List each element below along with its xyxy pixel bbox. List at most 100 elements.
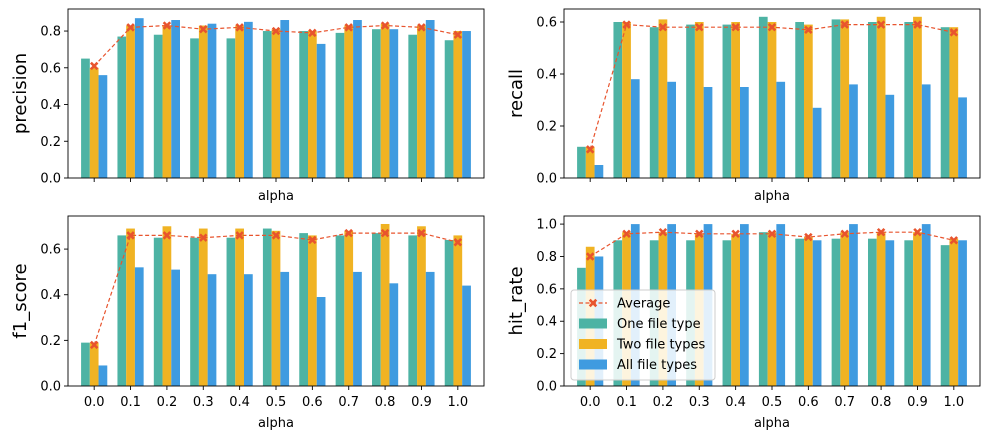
x-tick-label: 0.7 — [834, 395, 855, 410]
bar-all-file-types-0.2 — [171, 269, 180, 386]
y-axis-label: hit_rate — [506, 266, 527, 335]
average-marker-0.0 — [89, 61, 99, 71]
x-tick-label: 0.0 — [580, 395, 601, 410]
bar-two-file-types-1.0 — [453, 235, 463, 386]
legend-swatch-all-file-types — [579, 359, 607, 370]
x-tick-label: 0.1 — [120, 395, 141, 410]
bar-one-file-type-0.6 — [299, 31, 308, 178]
average-marker-0.9 — [417, 228, 426, 238]
bar-two-file-types-0.0 — [89, 342, 99, 386]
bar-one-file-type-0.5 — [262, 228, 272, 386]
y-tick-label: 0.6 — [40, 61, 61, 76]
bar-two-file-types-0.7 — [840, 19, 850, 179]
legend-label: One file type — [617, 317, 701, 332]
bar-all-file-types-1.0 — [462, 31, 471, 178]
bar-two-file-types-0.8 — [380, 23, 390, 179]
bar-all-file-types-0.5 — [280, 20, 290, 178]
x-tick-label: 0.2 — [157, 395, 178, 410]
bar-two-file-types-0.9 — [913, 16, 922, 178]
bar-two-file-types-0.7 — [344, 230, 354, 386]
x-tick-label: 0.0 — [84, 395, 105, 410]
bar-one-file-type-0.1 — [117, 36, 127, 178]
average-marker-0.5 — [767, 229, 777, 239]
average-marker-0.5 — [767, 22, 777, 32]
y-tick-label: 0.0 — [40, 380, 61, 395]
legend-label: Average — [617, 297, 670, 312]
bar-two-file-types-0.4 — [731, 22, 740, 178]
bar-one-file-type-0.6 — [299, 233, 308, 386]
average-marker-0.7 — [344, 228, 353, 238]
bar-one-file-type-1.0 — [444, 40, 454, 179]
bar-two-file-types-0.6 — [308, 235, 317, 386]
bar-two-file-types-0.5 — [767, 232, 777, 386]
y-tick-label: 0.0 — [536, 172, 557, 187]
bar-all-file-types-0.1 — [630, 79, 640, 178]
average-marker-0.3 — [695, 22, 704, 32]
bar-all-file-types-0.8 — [389, 29, 399, 179]
average-marker-0.7 — [344, 23, 353, 32]
average-marker-0.0 — [585, 252, 595, 261]
average-marker-0.3 — [199, 233, 208, 242]
bar-two-file-types-0.3 — [198, 25, 208, 179]
bar-two-file-types-1.0 — [949, 238, 959, 386]
x-tick-label: 0.5 — [266, 395, 287, 410]
average-marker-0.6 — [308, 28, 317, 38]
bar-all-file-types-0.4 — [244, 21, 253, 178]
average-marker-0.4 — [235, 231, 244, 240]
average-marker-0.4 — [235, 23, 244, 32]
y-tick-label: 0.4 — [536, 315, 557, 330]
bar-one-file-type-0.0 — [81, 342, 90, 386]
y-tick-label: 0.0 — [40, 172, 61, 187]
bar-two-file-types-0.6 — [804, 24, 813, 178]
bar-all-file-types-0.6 — [316, 43, 326, 179]
bar-one-file-type-0.5 — [262, 31, 272, 178]
bar-one-file-type-0.9 — [408, 235, 418, 386]
bar-two-file-types-0.5 — [271, 29, 281, 179]
bar-one-file-type-0.6 — [795, 22, 804, 178]
bar-two-file-types-0.7 — [344, 25, 354, 179]
bar-all-file-types-0.9 — [425, 271, 435, 386]
bar-all-file-types-0.1 — [134, 18, 144, 179]
average-marker-0.4 — [731, 229, 740, 239]
bar-two-file-types-0.6 — [308, 31, 317, 178]
bar-all-file-types-1.0 — [958, 97, 967, 178]
y-axis-label: f1_score — [10, 263, 31, 338]
bar-one-file-type-0.7 — [335, 32, 345, 178]
bar-one-file-type-0.7 — [335, 235, 345, 386]
bar-one-file-type-0.0 — [81, 58, 90, 178]
bar-all-file-types-0.1 — [134, 267, 144, 386]
bar-all-file-types-0.8 — [885, 240, 895, 386]
x-tick-label: 0.6 — [302, 395, 323, 410]
bar-all-file-types-0.8 — [885, 94, 895, 178]
x-tick-label: 0.8 — [871, 395, 892, 410]
bar-two-file-types-0.2 — [162, 226, 172, 386]
y-tick-label: 0.2 — [40, 334, 61, 349]
bar-one-file-type-1.0 — [940, 27, 950, 179]
average-marker-0.2 — [658, 227, 668, 237]
bar-all-file-types-0.4 — [740, 224, 749, 386]
average-marker-0.1 — [126, 23, 135, 32]
average-marker-0.0 — [89, 340, 99, 350]
legend: Average One file type Two file types All fi… — [570, 289, 716, 381]
bar-all-file-types-0.5 — [776, 81, 786, 178]
bar-all-file-types-1.0 — [958, 240, 967, 386]
y-tick-label: 0.2 — [536, 120, 557, 135]
panel-recall: 0.0 0.2 0.4 0.6 alpha recall — [506, 8, 981, 204]
bar-two-file-types-0.4 — [731, 233, 740, 386]
bar-one-file-type-1.0 — [444, 239, 454, 386]
bar-two-file-types-1.0 — [453, 31, 463, 178]
x-tick-label: 0.5 — [762, 395, 783, 410]
average-marker-1.0 — [949, 236, 959, 245]
bar-one-file-type-0.3 — [190, 38, 199, 178]
bar-one-file-type-0.4 — [722, 240, 732, 386]
bar-one-file-type-0.6 — [795, 238, 804, 386]
panel-f1_score: 0.0 0.2 0.4 0.6 0.0 0.1 0.2 0.3 0.4 0.5 0.6 0.7 0.8 0… — [10, 215, 485, 431]
x-tick-label: 1.0 — [447, 395, 468, 410]
bar-all-file-types-0.9 — [921, 224, 931, 386]
bar-all-file-types-0.9 — [921, 84, 931, 178]
legend-label: All file types — [617, 358, 697, 373]
average-marker-0.7 — [840, 20, 849, 29]
bar-all-file-types-0.5 — [280, 271, 290, 386]
bar-two-file-types-0.9 — [417, 25, 426, 179]
